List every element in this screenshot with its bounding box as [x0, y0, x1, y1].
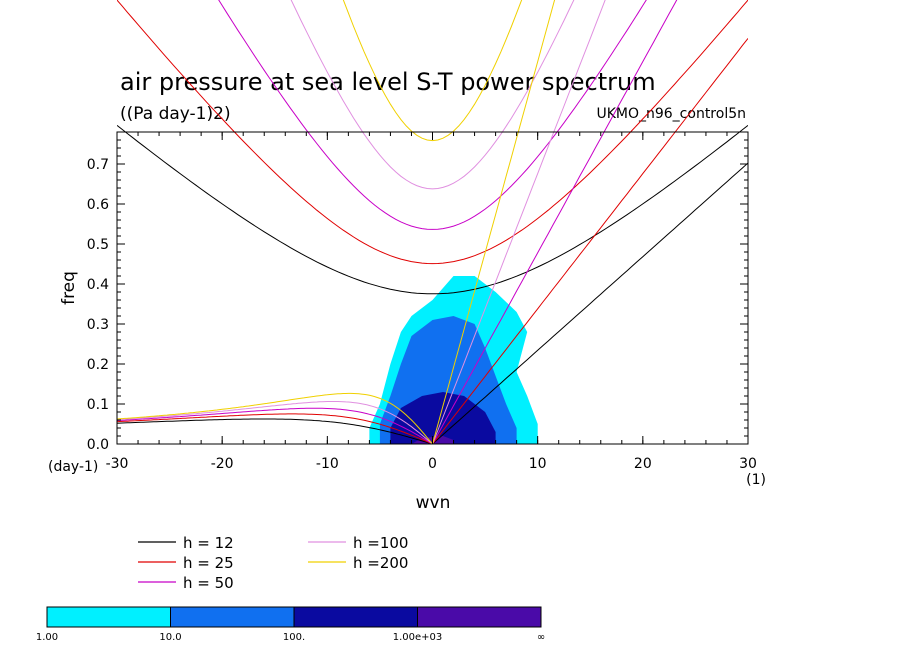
colorbar-segment-3: [417, 606, 542, 628]
run-label: UKMO_n96_control5n: [596, 106, 746, 122]
colorbar-segment-1: [170, 606, 295, 628]
legend-label-4: h =200: [353, 554, 408, 572]
rossby-curve-3: [117, 401, 433, 445]
colorbar-label-2: 100.: [283, 632, 305, 643]
x-tick-label-3: 0: [428, 456, 437, 472]
x-unit-label: (1): [746, 472, 766, 488]
chart-title: air pressure at sea level S-T power spec…: [120, 68, 656, 96]
gravity-curve-4: [342, 0, 523, 142]
y-tick-label-0: 0.0: [87, 437, 109, 453]
y-tick-label-5: 0.5: [87, 237, 109, 253]
y-unit-label: (day-1): [48, 459, 98, 475]
y-tick-label-7: 0.7: [87, 157, 109, 173]
legend-label-2: h = 50: [183, 574, 234, 592]
x-tick-label-4: 10: [529, 456, 547, 472]
kelvin-curve-0: [432, 162, 748, 445]
x-tick-label-2: -10: [316, 456, 339, 472]
chart-subtitle: ((Pa day-1)2): [120, 104, 231, 124]
colorbar-label-4: ∞: [537, 632, 545, 643]
colorbar-label-0: 1.00: [36, 632, 58, 643]
kelvin-curve-2: [432, 0, 678, 445]
dispersion-curves: [117, 0, 748, 445]
rossby-curve-4: [117, 392, 433, 445]
colorbar-segment-0: [46, 606, 171, 628]
y-axis-label: freq: [59, 271, 79, 305]
colorbar: 1.00 10.0 100. 1.00e+03 ∞: [36, 606, 545, 643]
axes: -30 -20 -10 0 10 20 30 0.0 0.1 0.2 0.3 0.4 0.5 0.6 0.7: [87, 131, 757, 472]
rossby-curve-2: [117, 407, 433, 445]
legend-label-3: h =100: [353, 534, 408, 552]
gravity-curve-3: [290, 0, 575, 190]
colorbar-label-3: 1.00e+03: [393, 632, 443, 643]
gravity-curve-0: [117, 125, 748, 295]
colorbar-label-1: 10.0: [159, 632, 181, 643]
legend-label-1: h = 25: [183, 554, 234, 572]
x-tick-label-0: -30: [106, 456, 129, 472]
gravity-curve-2: [218, 0, 647, 230]
x-tick-label-1: -20: [211, 456, 234, 472]
y-tick-label-3: 0.3: [87, 317, 109, 333]
colorbar-segment-2: [293, 606, 418, 628]
legend-label-0: h = 12: [183, 534, 234, 552]
kelvin-curve-3: [432, 0, 606, 445]
kelvin-curve-4: [432, 0, 556, 445]
rossby-curve-1: [117, 413, 433, 445]
x-axis-label: wvn: [416, 493, 451, 513]
kelvin-curve-1: [432, 38, 748, 445]
rossby-curve-0: [117, 418, 433, 445]
y-tick-label-2: 0.2: [87, 357, 109, 373]
legend: h = 12 h = 25 h = 50 h =100 h =200: [138, 534, 408, 592]
y-tick-label-1: 0.1: [87, 397, 109, 413]
x-tick-label-6: 30: [739, 456, 757, 472]
power-spectrum-heatmap: [369, 276, 538, 444]
x-tick-label-5: 20: [634, 456, 652, 472]
gravity-curve-1: [117, 0, 748, 265]
y-tick-label-6: 0.6: [87, 197, 109, 213]
y-tick-label-4: 0.4: [87, 277, 109, 293]
